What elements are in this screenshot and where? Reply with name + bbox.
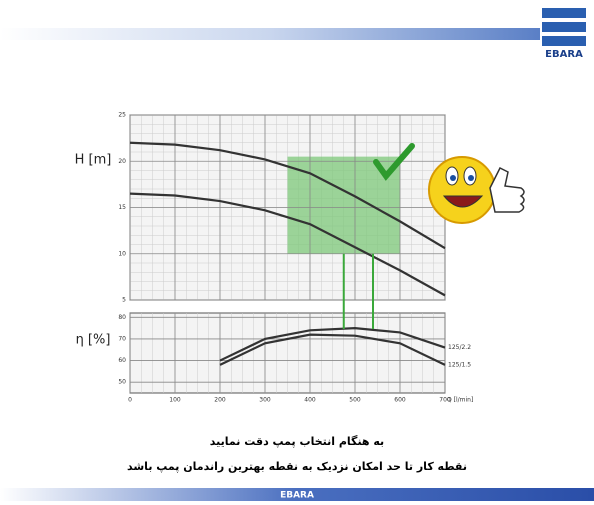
note: به هنگام انتخاب پمپ دقت نمایید (210, 435, 384, 448)
logo: EBARA (542, 8, 586, 60)
x-tick-label: 600 (394, 397, 406, 404)
x-tick-label: 100 (169, 397, 181, 404)
checkmark (373, 143, 415, 181)
note: نقطه کار تا حد امکان نزدیک به نقطه بهتری… (127, 460, 467, 473)
header-bar (0, 28, 540, 40)
logo-text: EBARA (545, 49, 583, 60)
eff-tick-label: 80 (118, 314, 126, 321)
x-tick-label: 700 (439, 397, 451, 404)
eff-tick-label: 60 (118, 357, 126, 364)
curve (219, 327, 446, 362)
y-tick-label: 25 (118, 112, 126, 119)
x-tick-label: 500 (349, 397, 361, 404)
curve (219, 333, 446, 366)
y-tick-label: 15 (118, 204, 126, 211)
curve-label: 125/2.2 (448, 344, 471, 351)
eff-tick-label: 70 (118, 335, 126, 342)
y-axis-label: H [m] (75, 153, 112, 168)
smiley (428, 156, 525, 224)
y-tick-label: 10 (118, 250, 126, 257)
eff-tick-label: 50 (118, 379, 126, 386)
x-tick-label: 300 (259, 397, 271, 404)
x-tick-label: 400 (304, 397, 316, 404)
curve (129, 192, 446, 297)
footer-bar (0, 488, 594, 501)
eff-axis-label: η [%] (76, 333, 111, 348)
x-axis-label: Q [l/min] (447, 397, 473, 404)
curve-label: 125/1.5 (448, 361, 471, 368)
x-tick-label: 0 (128, 397, 132, 404)
x-tick-label: 200 (214, 397, 226, 404)
curve (129, 141, 446, 250)
y-tick-label: 5 (122, 297, 126, 304)
footer-text: EBARA (280, 491, 314, 501)
y-tick-label: 20 (118, 158, 126, 165)
